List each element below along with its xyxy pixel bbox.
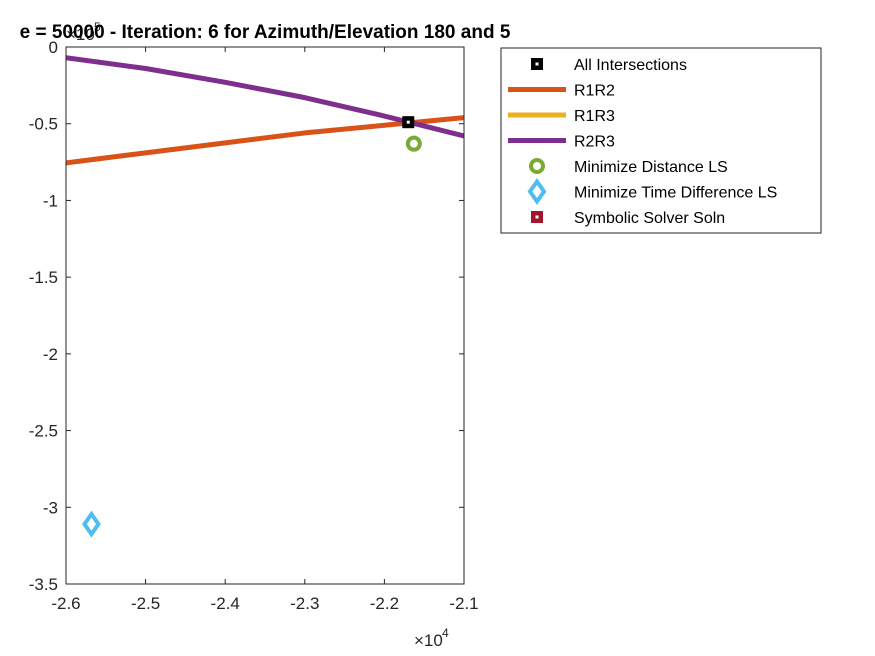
- x-axis-ticks: -2.6 -2.5 -2.4 -2.3 -2.2 -2.1: [51, 47, 479, 613]
- y-axis-ticks: 0 -0.5 -1 -1.5 -2 -2.5 -3 -3.5: [29, 38, 464, 594]
- y-exponent-base: ×10: [66, 25, 95, 44]
- legend: All Intersections R1R2 R1R3 R2R3 Minimize Di…: [500, 47, 822, 234]
- legend-label-all-intersections: All Intersections: [574, 57, 687, 74]
- y-exponent-power: 5: [94, 20, 101, 34]
- data-point-minimize-distance-ls: [405, 135, 422, 152]
- x-tick-label: -2.1: [449, 594, 478, 613]
- x-exponent-base: ×10: [414, 631, 443, 650]
- data-point-minimize-time-difference-ls: [82, 510, 101, 538]
- plot-area: -2.6 -2.5 -2.4 -2.3 -2.2 -2.1 0-0.5-1-1.5-2-2…: [29, 38, 479, 613]
- y-tick-label: -1: [43, 191, 58, 210]
- legend-swatch-minimize-distance-ls: [529, 158, 545, 174]
- legend-label-r1r3: R1R3: [574, 108, 615, 125]
- x-tick-label: -2.3: [290, 594, 319, 613]
- legend-label-minimize-time-difference-ls: Minimize Time Difference LS: [574, 185, 777, 202]
- x-tick-label: -2.5: [131, 594, 160, 613]
- y-tick-label: -1.5: [29, 268, 58, 287]
- axes-box: [65, 46, 465, 585]
- series-line-r1r2: [66, 115, 464, 166]
- y-tick-label: -0.5: [29, 115, 58, 134]
- x-tick-label: -2.2: [370, 594, 399, 613]
- legend-swatch-minimize-time-difference-ls-center: [535, 190, 539, 193]
- legend-label-r2r3: R2R3: [574, 134, 615, 151]
- data-point-minimize-time-difference-ls-center: [90, 522, 93, 526]
- data-point-all-intersections-center: [406, 120, 410, 124]
- legend-swatch-all-intersections-center: [535, 62, 539, 66]
- x-exponent-power: 4: [442, 626, 449, 640]
- legend-swatch-symbolic-solver-soln-center: [535, 215, 539, 219]
- chart-title: e = 50000 - Iteration: 6 for Azimuth/Ele…: [20, 22, 511, 43]
- y-tick-label: -2: [43, 345, 58, 364]
- y-tick-label: -3.5: [29, 575, 58, 594]
- y-tick-label: -2.5: [29, 422, 58, 441]
- x-exponent-label: ×10 4: [414, 626, 449, 650]
- series-line-r2r3: [66, 55, 464, 139]
- legend-items: All Intersections R1R2 R1R3 R2R3 Minimize Di…: [508, 57, 777, 227]
- legend-label-minimize-distance-ls: Minimize Distance LS: [574, 159, 728, 176]
- x-tick-label: -2.6: [51, 594, 80, 613]
- y-exponent-label: ×10 5: [66, 20, 101, 44]
- y-tick-label: 0: [49, 38, 58, 57]
- legend-label-symbolic-solver-soln: Symbolic Solver Soln: [574, 210, 725, 227]
- y-tick-label: -3: [43, 498, 58, 517]
- series-layer: [66, 55, 464, 538]
- x-tick-label: -2.4: [211, 594, 240, 613]
- legend-label-r1r2: R1R2: [574, 83, 615, 100]
- legend-swatch-minimize-time-difference-ls: [527, 178, 547, 205]
